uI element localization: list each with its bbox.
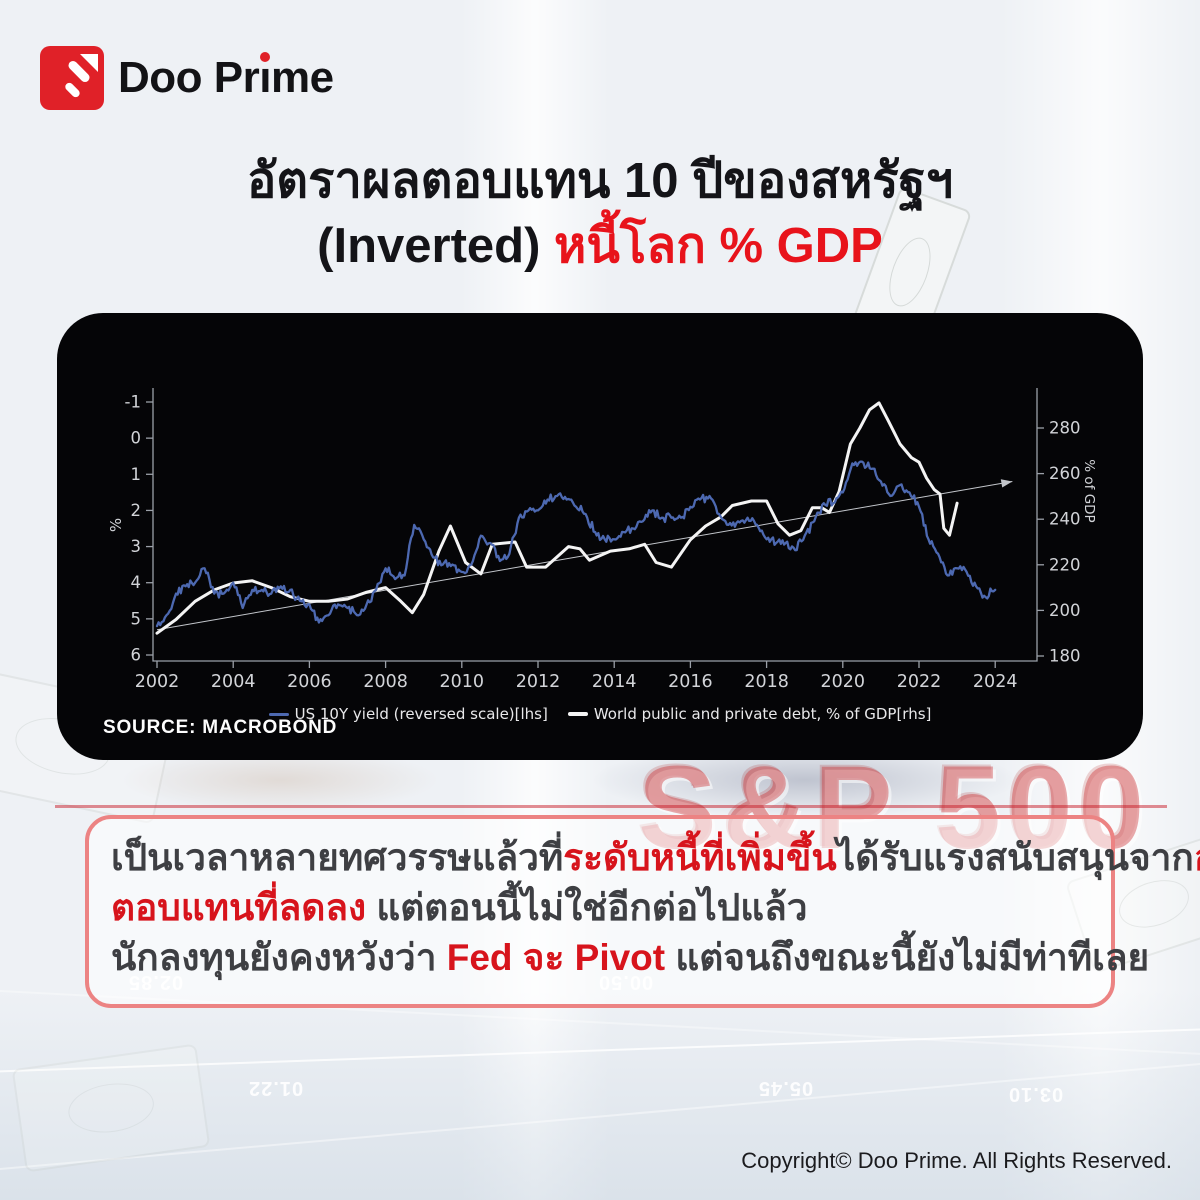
- legend-item: US 10Y yield (reversed scale)[lhs]: [268, 705, 548, 723]
- page-title: อัตราผลตอบแทน 10 ปีของสหรัฐฯ (Inverted) …: [0, 152, 1200, 276]
- svg-text:240: 240: [1049, 510, 1081, 529]
- legend-label: US 10Y yield (reversed scale)[lhs]: [294, 705, 548, 723]
- copyright-text: Copyright© Doo Prime. All Rights Reserve…: [741, 1148, 1172, 1173]
- svg-text:2014: 2014: [592, 672, 637, 692]
- legend-color-dash: [567, 712, 588, 716]
- svg-text:2004: 2004: [211, 672, 256, 692]
- title-line-2: (Inverted) หนี้โลก % GDP: [317, 218, 883, 273]
- svg-text:2002: 2002: [135, 672, 180, 692]
- svg-text:3: 3: [131, 537, 142, 556]
- commentary-text: ได้รับแรงสนับสนุนจาก: [836, 837, 1194, 878]
- svg-text:2006: 2006: [287, 672, 332, 692]
- svg-text:% of GDP: % of GDP: [1081, 459, 1097, 522]
- legend-color-dash: [268, 712, 289, 716]
- svg-text:280: 280: [1049, 419, 1081, 438]
- svg-text:2018: 2018: [744, 672, 789, 692]
- legend-item: World public and private debt, % of GDP[…: [567, 705, 932, 723]
- svg-text:0: 0: [131, 429, 142, 448]
- source-label: SOURCE: MACROBOND: [103, 717, 338, 738]
- commentary-line: นักลงทุนยังคงหวังว่า Fed จะ Pivot แต่จนถ…: [111, 933, 1149, 983]
- legend-label: World public and private debt, % of GDP[…: [593, 705, 932, 723]
- svg-text:2008: 2008: [363, 672, 408, 692]
- doo-prime-logo: Doo Pr ıme: [40, 46, 334, 110]
- logo-i-dot: [260, 52, 271, 62]
- debt-vs-yield-chart: -1 0 1 2 3 4 5 6 180 200 220 240 260 280 2002 2004 2006 2…: [107, 388, 1097, 692]
- svg-text:220: 220: [1049, 555, 1081, 574]
- svg-text:6: 6: [131, 646, 142, 665]
- svg-text:260: 260: [1049, 464, 1081, 483]
- background-ticker-number: 03.10: [1008, 1083, 1064, 1105]
- svg-text:2: 2: [131, 501, 142, 520]
- commentary-text: แต่ตอนนี้ไม่ใช่อีกต่อไปแล้ว: [366, 887, 808, 928]
- svg-text:1: 1: [131, 465, 142, 484]
- chart-legend: US 10Y yield (reversed scale)[lhs] World …: [57, 705, 1143, 723]
- commentary-highlight: อัตราผล: [1194, 837, 1200, 878]
- commentary-highlight: Fed จะ Pivot: [446, 937, 666, 978]
- commentary-line: เป็นเวลาหลายทศวรรษแล้วที่ระดับหนี้ที่เพิ…: [111, 833, 1200, 883]
- svg-text:5: 5: [131, 609, 142, 628]
- svg-text:-1: -1: [125, 393, 141, 412]
- svg-text:2022: 2022: [897, 672, 942, 692]
- svg-text:200: 200: [1049, 601, 1081, 620]
- svg-text:2012: 2012: [516, 672, 561, 692]
- svg-text:%: %: [107, 518, 125, 532]
- commentary-line: ตอบแทนที่ลดลง แต่ตอนนี้ไม่ใช่อีกต่อไปแล้…: [111, 883, 1087, 933]
- commentary-box: เป็นเวลาหลายทศวรรษแล้วที่ระดับหนี้ที่เพิ…: [85, 815, 1200, 1008]
- background-ticker-number: 05.45: [758, 1077, 814, 1099]
- logo-text: Doo Pr ıme: [118, 52, 334, 102]
- svg-text:2010: 2010: [440, 672, 485, 692]
- chart-card: -1 0 1 2 3 4 5 6 180 200 220 240 260 280 2002 2004 2006 2…: [57, 313, 1143, 760]
- commentary-text: เป็นเวลาหลายทศวรรษแล้วที่: [111, 837, 564, 878]
- commentary-highlight: ตอบแทนที่ลดลง: [111, 887, 367, 928]
- svg-text:2024: 2024: [973, 672, 1018, 692]
- svg-text:2016: 2016: [668, 672, 713, 692]
- title-line-1: อัตราผลตอบแทน 10 ปีของสหรัฐฯ: [246, 154, 954, 208]
- svg-text:2020: 2020: [821, 672, 866, 692]
- svg-text:4: 4: [131, 573, 142, 592]
- commentary-text: แต่จนถึงขณะนี้ยังไม่มีท่าทีเลย: [665, 937, 1150, 978]
- background-ticker-number: 01.22: [248, 1077, 304, 1099]
- background-red-line: [55, 805, 1167, 808]
- svg-text:180: 180: [1049, 647, 1081, 666]
- doo-prime-arrow-logo-icon: [40, 46, 104, 110]
- commentary-highlight: ระดับหนี้ที่เพิ่มขึ้น: [563, 837, 837, 878]
- commentary-text: นักลงทุนยังคงหวังว่า: [111, 937, 447, 978]
